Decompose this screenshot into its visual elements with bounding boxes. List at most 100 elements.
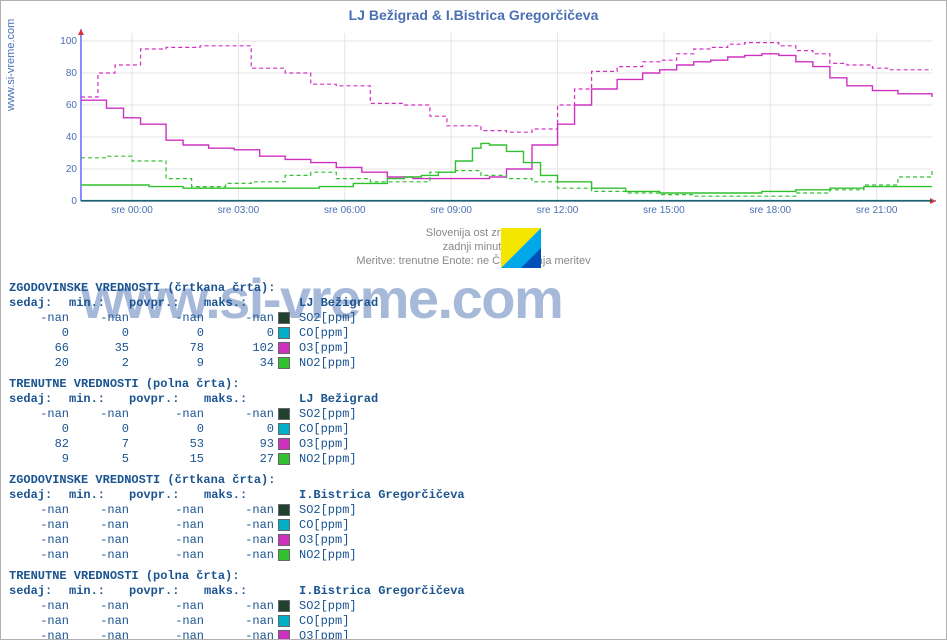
cell-povpr: -nan (129, 503, 204, 518)
cell-sedaj: -nan (9, 533, 69, 548)
cell-maks: 102 (204, 341, 274, 356)
table-row: -nan-nan-nan-nanNO2[ppm] (9, 548, 465, 563)
pollutant-label: O3[ppm] (299, 341, 349, 355)
pollutant-label: CO[ppm] (299, 614, 349, 628)
cell-min: -nan (69, 518, 129, 533)
cell-povpr: -nan (129, 311, 204, 326)
pollutant-label: SO2[ppm] (299, 503, 357, 517)
chart-svg: 020406080100sre 00:00sre 03:00sre 06:00s… (51, 29, 940, 219)
table-row: 663578102O3[ppm] (9, 341, 465, 356)
svg-text:sre 00:00: sre 00:00 (111, 205, 153, 216)
color-swatch-icon (278, 504, 290, 516)
cell-min: -nan (69, 629, 129, 640)
svg-text:sre 21:00: sre 21:00 (856, 205, 898, 216)
cell-sedaj: -nan (9, 407, 69, 422)
y-axis-label: www.si-vreme.com (5, 19, 17, 111)
svg-text:sre 18:00: sre 18:00 (750, 205, 792, 216)
svg-text:sre 12:00: sre 12:00 (537, 205, 579, 216)
color-swatch-icon (278, 438, 290, 450)
cell-povpr: -nan (129, 599, 204, 614)
cell-min: 0 (69, 422, 129, 437)
cell-maks: 0 (204, 422, 274, 437)
color-swatch-icon (278, 630, 290, 640)
chart-subtitle: Slovenija ost zraka.zadnji minut.Meritve… (1, 226, 946, 268)
column-headers: sedaj:min.:povpr.:maks.:I.Bistrica Grego… (9, 584, 465, 599)
cell-maks: -nan (204, 533, 274, 548)
color-swatch-icon (278, 423, 290, 435)
cell-min: -nan (69, 311, 129, 326)
cell-povpr: -nan (129, 407, 204, 422)
cell-maks: -nan (204, 599, 274, 614)
svg-text:80: 80 (66, 68, 78, 79)
cell-povpr: 0 (129, 326, 204, 341)
cell-min: -nan (69, 533, 129, 548)
cell-sedaj: -nan (9, 548, 69, 563)
section-header: TRENUTNE VREDNOSTI (polna črta): (9, 377, 465, 392)
cell-sedaj: 0 (9, 422, 69, 437)
section-header: ZGODOVINSKE VREDNOSTI (črtkana črta): (9, 281, 465, 296)
color-swatch-icon (278, 342, 290, 354)
data-tables: ZGODOVINSKE VREDNOSTI (črtkana črta):sed… (9, 281, 465, 640)
color-swatch-icon (278, 519, 290, 531)
pollutant-label: NO2[ppm] (299, 356, 357, 370)
cell-maks: 34 (204, 356, 274, 371)
station-name: LJ Bežigrad (299, 296, 378, 311)
cell-maks: 93 (204, 437, 274, 452)
color-swatch-icon (278, 312, 290, 324)
section-header: ZGODOVINSKE VREDNOSTI (črtkana črta): (9, 473, 465, 488)
pollutant-label: SO2[ppm] (299, 311, 357, 325)
pollutant-label: O3[ppm] (299, 437, 349, 451)
color-swatch-icon (278, 327, 290, 339)
table-row: 0000CO[ppm] (9, 326, 465, 341)
cell-maks: 0 (204, 326, 274, 341)
svg-text:100: 100 (60, 36, 77, 47)
svg-text:40: 40 (66, 132, 78, 143)
svg-text:20: 20 (66, 164, 78, 175)
cell-povpr: -nan (129, 614, 204, 629)
cell-sedaj: -nan (9, 311, 69, 326)
cell-min: 2 (69, 356, 129, 371)
cell-min: -nan (69, 614, 129, 629)
cell-povpr: 53 (129, 437, 204, 452)
station-name: I.Bistrica Gregorčičeva (299, 488, 465, 503)
cell-maks: -nan (204, 518, 274, 533)
cell-min: -nan (69, 503, 129, 518)
cell-maks: -nan (204, 503, 274, 518)
cell-povpr: 78 (129, 341, 204, 356)
subtitle-line: Meritve: trenutne Enote: ne Črta: zadnja… (1, 254, 946, 268)
cell-maks: -nan (204, 311, 274, 326)
column-headers: sedaj:min.:povpr.:maks.:LJ Bežigrad (9, 296, 465, 311)
column-headers: sedaj:min.:povpr.:maks.:LJ Bežigrad (9, 392, 465, 407)
table-row: -nan-nan-nan-nanCO[ppm] (9, 518, 465, 533)
table-row: 0000CO[ppm] (9, 422, 465, 437)
cell-povpr: 0 (129, 422, 204, 437)
cell-min: -nan (69, 599, 129, 614)
cell-maks: 27 (204, 452, 274, 467)
cell-maks: -nan (204, 614, 274, 629)
svg-text:0: 0 (71, 196, 77, 207)
subtitle-line: zadnji minut. (1, 240, 946, 254)
table-row: 951527NO2[ppm] (9, 452, 465, 467)
pollutant-label: CO[ppm] (299, 422, 349, 436)
table-row: -nan-nan-nan-nanSO2[ppm] (9, 407, 465, 422)
pollutant-label: NO2[ppm] (299, 548, 357, 562)
cell-maks: -nan (204, 407, 274, 422)
cell-povpr: -nan (129, 518, 204, 533)
cell-povpr: -nan (129, 533, 204, 548)
color-swatch-icon (278, 534, 290, 546)
svg-text:sre 15:00: sre 15:00 (643, 205, 685, 216)
color-swatch-icon (278, 453, 290, 465)
pollutant-label: O3[ppm] (299, 629, 349, 640)
table-row: -nan-nan-nan-nanSO2[ppm] (9, 311, 465, 326)
cell-min: 7 (69, 437, 129, 452)
table-row: -nan-nan-nan-nanO3[ppm] (9, 533, 465, 548)
table-row: 202934NO2[ppm] (9, 356, 465, 371)
svg-text:60: 60 (66, 100, 78, 111)
svg-text:sre 03:00: sre 03:00 (218, 205, 260, 216)
svg-text:sre 09:00: sre 09:00 (430, 205, 472, 216)
cell-min: 35 (69, 341, 129, 356)
table-row: -nan-nan-nan-nanSO2[ppm] (9, 599, 465, 614)
cell-sedaj: -nan (9, 518, 69, 533)
pollutant-label: O3[ppm] (299, 533, 349, 547)
color-swatch-icon (278, 408, 290, 420)
